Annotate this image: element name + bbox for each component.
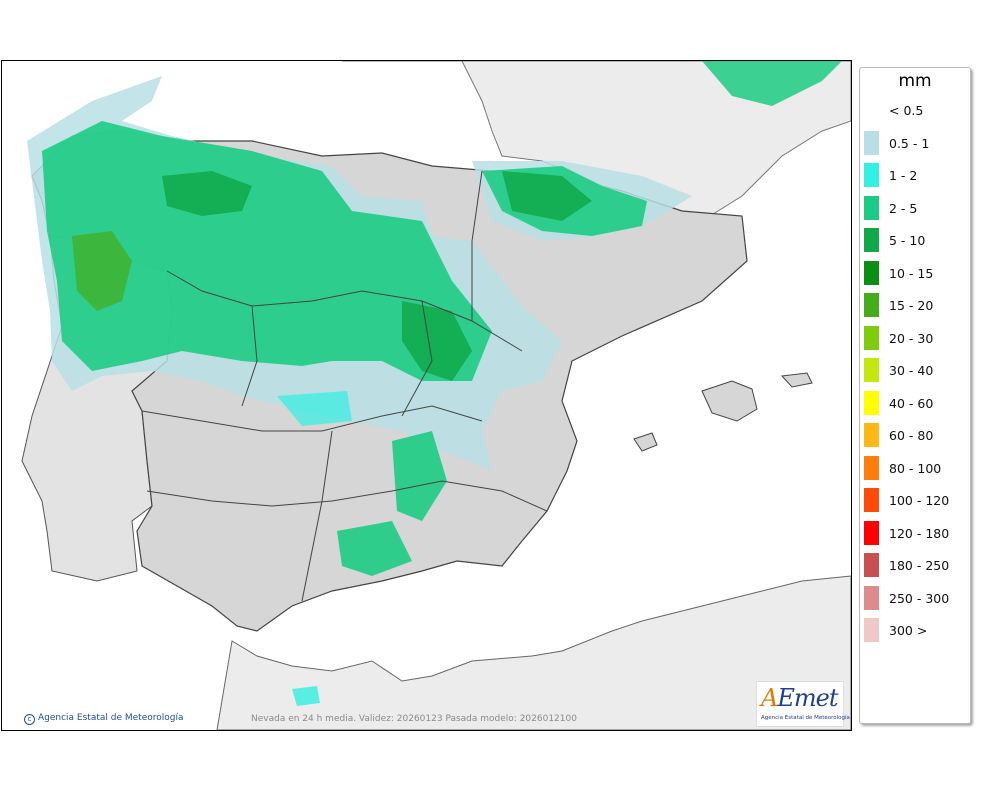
legend-item: 5 - 10: [864, 228, 968, 252]
map-caption: Nevada en 24 h media. Validez: 20260123 …: [251, 714, 577, 724]
snow-area-heavy-3: [402, 301, 472, 381]
legend-item: 15 - 20: [864, 293, 968, 317]
legend-item: 300 >: [864, 618, 968, 642]
menorca-island: [780, 372, 813, 388]
legend-swatch: [864, 455, 879, 480]
legend-label: 15 - 20: [889, 298, 934, 313]
legend-item: 2 - 5: [864, 195, 968, 220]
aemet-logo: AEmet Agencia Estatal de Meteorología: [756, 681, 850, 727]
legend-label: 2 - 5: [889, 200, 918, 216]
legend-swatch: [864, 618, 879, 642]
snow-area-central: [277, 391, 352, 426]
legend-label: 300 >: [889, 623, 928, 638]
legend-swatch: [864, 195, 879, 220]
legend-swatch: [864, 488, 879, 512]
legend-swatch: [864, 98, 879, 122]
legend-label: < 0.5: [889, 103, 924, 118]
legend-item: 100 - 120: [864, 488, 968, 512]
legend-swatch: [864, 423, 879, 447]
legend-item: 30 - 40: [864, 358, 968, 382]
copyright-text: Agencia Estatal de Meteorología: [38, 713, 184, 723]
legend-swatch: [864, 228, 879, 252]
legend-swatch: [864, 553, 879, 577]
snow-area-mid: [42, 121, 492, 381]
legend-label: 0.5 - 1: [889, 135, 930, 151]
legend-swatch: [864, 130, 879, 155]
legend-item: 10 - 15: [864, 260, 968, 285]
legend-swatch: [864, 293, 879, 317]
ibiza-island: [633, 432, 658, 452]
africa-landmass: [216, 575, 851, 730]
snow-area-heavy-2: [72, 231, 132, 311]
legend-item: 80 - 100: [864, 455, 968, 480]
map-canvas: [21, 61, 851, 730]
copyright-icon: c: [24, 714, 35, 725]
snow-area-heavy-4: [502, 171, 592, 221]
legend-label: 80 - 100: [889, 460, 942, 476]
logo-letter-a: A: [761, 684, 778, 712]
snow-area-africa: [292, 686, 320, 706]
legend-label: 10 - 15: [889, 265, 934, 281]
legend-item: 250 - 300: [864, 585, 968, 610]
legend-label: 40 - 60: [889, 395, 934, 411]
snow-area-south-2: [337, 521, 412, 576]
legend-unit: mm: [898, 71, 932, 91]
legend-item: < 0.5: [864, 98, 968, 120]
legend-swatch: [864, 390, 879, 415]
region-borders: [141, 170, 548, 602]
legend-swatch: [864, 163, 879, 187]
logo-letters: Emet: [777, 684, 838, 712]
legend-label: 180 - 250: [889, 558, 950, 573]
legend-item: 20 - 30: [864, 325, 968, 350]
legend-label: 120 - 180: [889, 525, 950, 541]
legend-item: 120 - 180: [864, 520, 968, 545]
legend-swatch: [864, 260, 879, 285]
forecast-map: c Agencia Estatal de Meteorología Nevada …: [1, 60, 852, 731]
legend-item: 1 - 2: [864, 163, 968, 187]
legend-item: 0.5 - 1: [864, 130, 968, 155]
legend-swatch: [864, 585, 879, 610]
legend-label: 60 - 80: [889, 428, 934, 443]
legend-label: 5 - 10: [889, 233, 926, 248]
legend-label: 20 - 30: [889, 330, 934, 346]
legend-label: 1 - 2: [889, 168, 918, 183]
legend-label: 250 - 300: [889, 590, 950, 606]
aemet-logo-word: AEmet: [761, 684, 838, 712]
snow-area-france: [702, 61, 842, 106]
aemet-logo-subtitle: Agencia Estatal de Meteorología: [761, 715, 850, 721]
snow-area-south-1: [392, 431, 447, 521]
legend-item: 40 - 60: [864, 390, 968, 415]
copyright-notice: c Agencia Estatal de Meteorología: [24, 713, 184, 725]
legend-swatch: [864, 520, 879, 545]
legend-item: 60 - 80: [864, 423, 968, 447]
legend-panel: mm < 0.5 0.5 - 1 1 - 2 2 - 5 5 - 10 10 - 15 15…: [859, 67, 971, 724]
legend-label: 30 - 40: [889, 363, 934, 378]
legend-swatch: [864, 358, 879, 382]
legend-swatch: [864, 325, 879, 350]
mallorca-island: [701, 380, 758, 422]
legend-label: 100 - 120: [889, 493, 950, 508]
snow-area-heavy-1: [162, 171, 252, 216]
legend-item: 180 - 250: [864, 553, 968, 577]
